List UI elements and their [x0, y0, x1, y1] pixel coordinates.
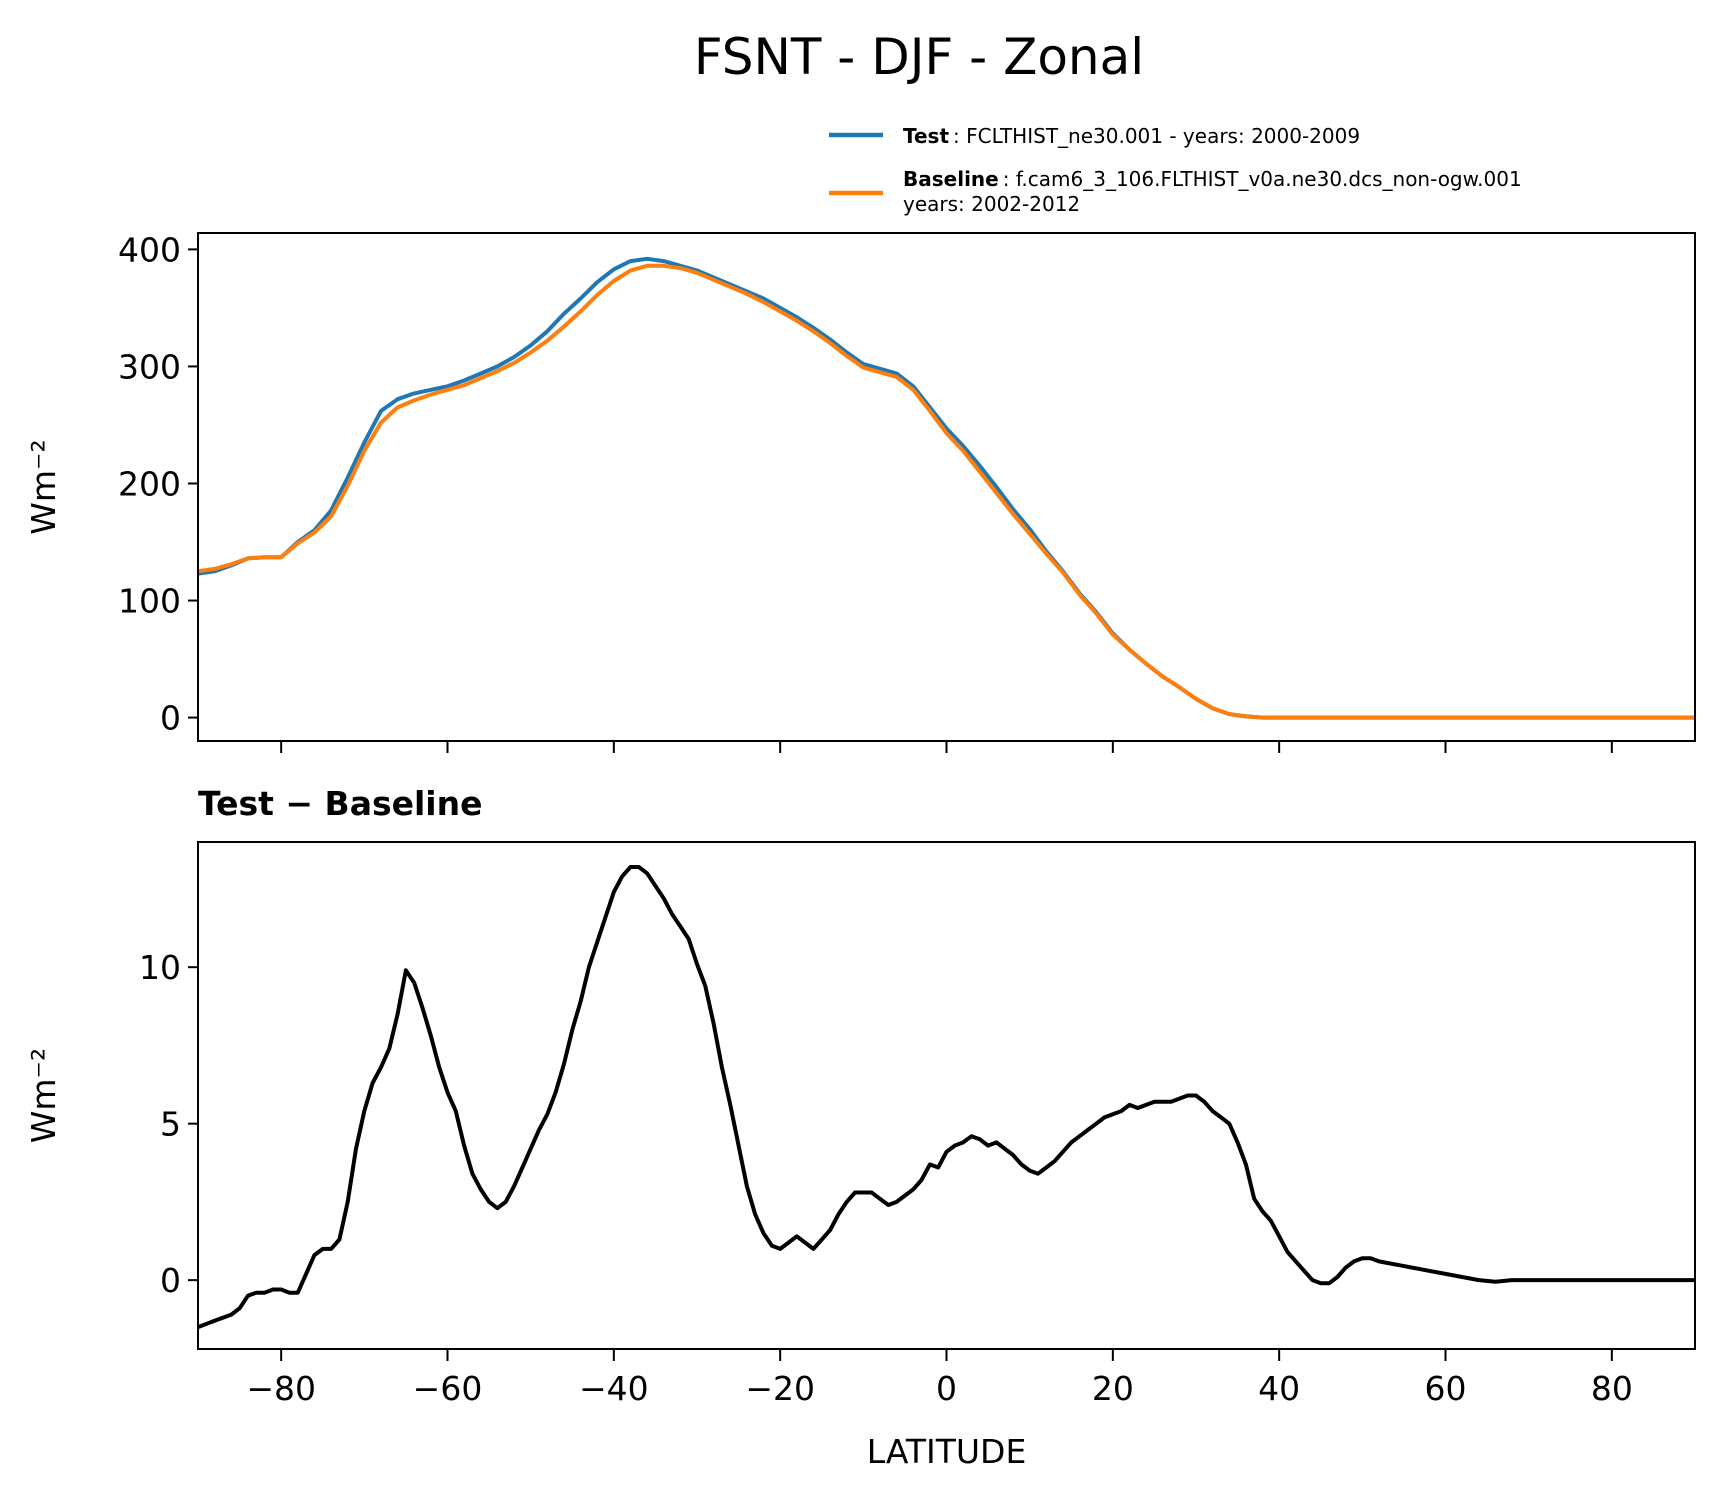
legend-text-line2-1: years: 2002-2012 — [903, 192, 1080, 216]
panel-title-1: Test − Baseline — [198, 784, 483, 823]
x-tick-label-1-0: −80 — [246, 1369, 316, 1408]
x-tick-label-1-3: −20 — [745, 1369, 815, 1408]
y-tick-label-1-2: 10 — [139, 948, 181, 987]
legend-entry-1: Baseline: f.cam6_3_106.FLTHIST_v0a.ne30.… — [903, 167, 1522, 191]
series-line-0-baseline — [198, 263, 1695, 720]
x-tick-label-1-4: 0 — [936, 1369, 957, 1408]
panel-bottom: 0 5 10 −80 −60 −40 −20 0 20 40 60 80 Wm⁻² LATITUDE Tes… — [24, 784, 1696, 1471]
y-tick-label-0-2: 200 — [118, 464, 181, 503]
plot-frame-1 — [197, 841, 1696, 1350]
y-tick-label-0-3: 300 — [118, 347, 181, 386]
legend-text-1: : f.cam6_3_106.FLTHIST_v0a.ne30.dcs_non-… — [1003, 167, 1522, 191]
series-line-0-test — [198, 256, 1695, 720]
y-tick-label-1-0: 0 — [160, 1261, 181, 1300]
x-tick-label-1-6: 40 — [1258, 1369, 1300, 1408]
y-tick-label-0-1: 100 — [118, 582, 181, 621]
series-line-1-0 — [198, 865, 1695, 1329]
y-axis-label-1: Wm⁻² — [24, 1048, 63, 1143]
x-tick-label-1-5: 20 — [1092, 1369, 1134, 1408]
x-tick-label-1-8: 80 — [1591, 1369, 1633, 1408]
y-tick-label-0-4: 400 — [118, 230, 181, 269]
figure-title: FSNT - DJF - Zonal — [694, 28, 1144, 86]
y-tick-label-0-0: 0 — [160, 699, 181, 738]
plot-frame-0 — [197, 232, 1696, 742]
panel-top: 0 100 200 300 400 Wm⁻² — [24, 230, 1696, 753]
y-axis-label-0: Wm⁻² — [24, 439, 63, 534]
x-tick-label-1-1: −60 — [413, 1369, 483, 1408]
legend-key-0: Test — [903, 124, 949, 148]
legend: Test: FCLTHIST_ne30.001 - years: 2000-20… — [829, 124, 1522, 216]
legend-key-1: Baseline — [903, 167, 999, 191]
x-tick-label-1-2: −40 — [579, 1369, 649, 1408]
legend-entry-0: Test: FCLTHIST_ne30.001 - years: 2000-20… — [903, 124, 1360, 148]
x-axis-label-1: LATITUDE — [867, 1432, 1027, 1471]
y-tick-label-1-1: 5 — [160, 1105, 181, 1144]
legend-text-0: : FCLTHIST_ne30.001 - years: 2000-2009 — [953, 124, 1360, 148]
x-tick-label-1-7: 60 — [1425, 1369, 1467, 1408]
